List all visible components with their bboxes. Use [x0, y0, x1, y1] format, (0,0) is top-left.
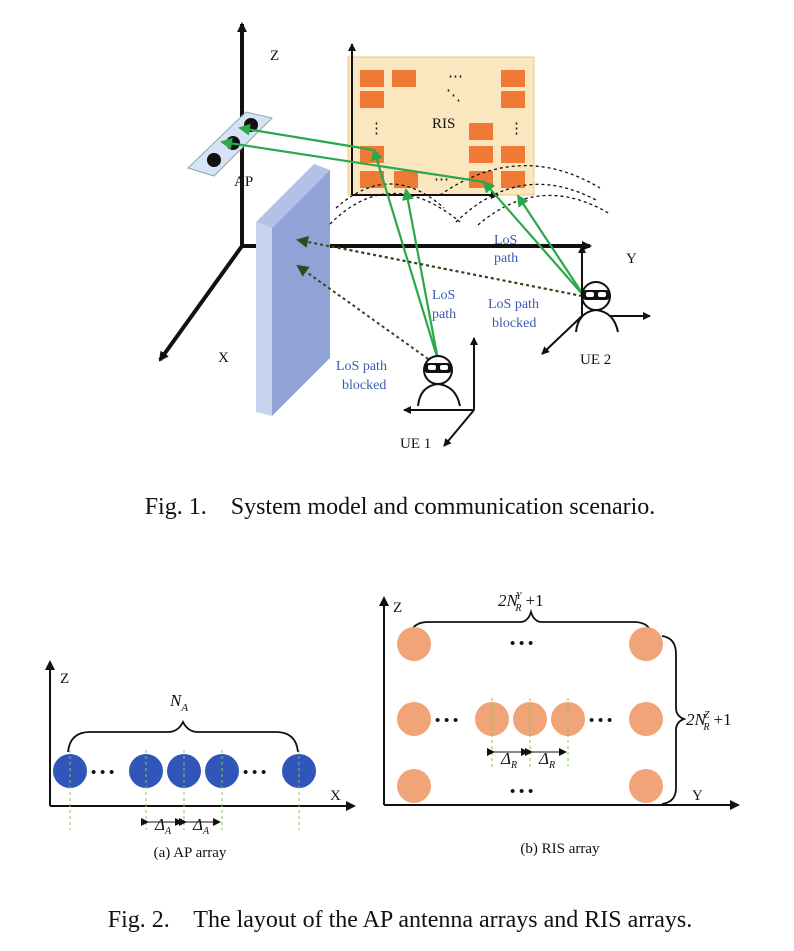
fig2a-dots-right: • • •: [243, 765, 266, 781]
fig2b-dots-mid-left: • • •: [435, 713, 458, 729]
fig2a-guides: [69, 750, 300, 830]
figure-2b-ris-array: Z Y 2NY R +1 2NZ R +1 • • • • • • • • • • • …: [379, 591, 740, 857]
blocked-ue1-line1: LoS path: [336, 359, 387, 374]
fig1-caption: Fig. 1. System model and communication s…: [145, 494, 656, 520]
ris-dots-left: ⋮: [369, 121, 384, 137]
ris-dots-diag: ⋱: [446, 88, 461, 104]
fig2b-delta-2: ΔR: [538, 749, 555, 771]
fig2a-axes: [45, 660, 356, 811]
fig2a-na-label: NA: [169, 691, 188, 714]
fig2b-top-brace: [409, 608, 653, 637]
fig2b-delta-1: ΔR: [500, 749, 517, 771]
beam-arcs: [329, 165, 611, 226]
los-path-ue1-line1: LoS: [432, 288, 455, 303]
fig2a-caption: (a) AP array: [154, 845, 227, 861]
los-path-ue2-line1: LoS: [494, 233, 517, 248]
ris-dots-right: ⋮: [509, 121, 524, 137]
figure-1: Z Y X ⋯ ⋮ ⋮ ⋯: [145, 22, 656, 520]
ris-element-circle: [397, 702, 431, 736]
blocked-ue2-line2: blocked: [492, 316, 536, 331]
fig2b-dots-bottom: • • •: [510, 784, 533, 800]
fig2a-delta-1: ΔA: [154, 815, 172, 837]
ue2-label: UE 2: [580, 352, 611, 368]
axis-y-label: Y: [626, 251, 637, 267]
ue1-label: UE 1: [400, 436, 431, 452]
blocked-ue2-line1: LoS path: [488, 297, 539, 312]
fig2b-axis-y: Y: [692, 788, 703, 804]
fig2b-dots-top: • • •: [510, 636, 533, 652]
fig2a-dots-left: • • •: [91, 765, 114, 781]
fig2a-brace: [67, 719, 299, 753]
fig2b-axes: [379, 596, 740, 810]
fig2b-guides: [491, 698, 569, 770]
fig2b-dots-mid-right: • • •: [589, 713, 612, 729]
fig2-caption: Fig. 2. The layout of the AP antenna arr…: [108, 907, 693, 933]
los-paths-green: [220, 123, 585, 361]
axis-x-label: X: [218, 350, 229, 366]
fig2a-axis-z: Z: [60, 671, 69, 687]
figure-2a-ap-array: Z X NA • • • • • • ΔA ΔA (a) AP array: [45, 660, 356, 861]
ris-dots-top: ⋯: [448, 69, 463, 85]
ris-panel: ⋯ ⋮ ⋮ ⋯ ⋱ RIS: [347, 56, 535, 196]
fig2a-axis-x: X: [330, 788, 341, 804]
blocked-ue1-line2: blocked: [342, 378, 386, 393]
los-path-ue1-line2: path: [432, 307, 456, 322]
fig2b-caption: (b) RIS array: [520, 841, 600, 857]
los-path-ue2-line2: path: [494, 251, 518, 266]
ris-element-circle: [629, 627, 663, 661]
ap-antenna-1: [207, 153, 221, 167]
ris-element-circle: [629, 702, 663, 736]
axis-z-label: Z: [270, 48, 279, 64]
ris-element-circle: [397, 769, 431, 803]
ris-element-circle: [397, 627, 431, 661]
blocking-wall: [256, 164, 330, 416]
ue1-user-icon: [403, 337, 478, 447]
fig2b-top-label: 2NY R +1: [498, 591, 544, 614]
ris-element-circle: [629, 769, 663, 803]
ris-label: RIS: [432, 116, 455, 132]
ap-label: AP: [234, 174, 253, 190]
fig2b-axis-z: Z: [393, 600, 402, 616]
fig2b-right-brace: [661, 635, 687, 805]
ue2-user-icon: [541, 245, 651, 355]
fig2b-right-label: 2NZ R +1: [686, 710, 732, 733]
fig2a-delta-2: ΔA: [192, 815, 210, 837]
blocked-paths: [296, 236, 583, 367]
